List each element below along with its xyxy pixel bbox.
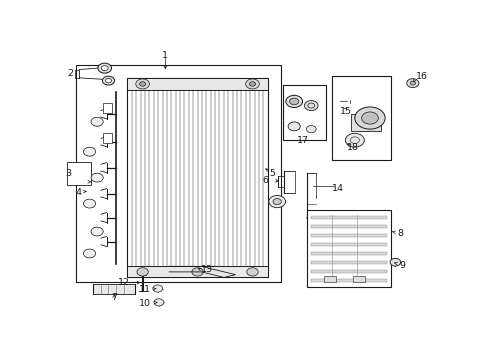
Bar bbox=[76, 66, 280, 282]
Circle shape bbox=[83, 249, 96, 258]
Circle shape bbox=[102, 76, 114, 85]
Bar bbox=[311, 270, 386, 273]
Circle shape bbox=[105, 78, 111, 83]
Bar bbox=[307, 210, 390, 287]
Text: 9: 9 bbox=[398, 261, 405, 270]
Circle shape bbox=[354, 107, 385, 129]
Bar bbox=[350, 114, 381, 131]
Text: 18: 18 bbox=[346, 143, 358, 152]
Text: 17: 17 bbox=[296, 136, 308, 145]
Circle shape bbox=[91, 227, 103, 236]
Circle shape bbox=[91, 173, 103, 182]
Circle shape bbox=[98, 63, 111, 73]
Circle shape bbox=[361, 112, 378, 124]
Circle shape bbox=[83, 147, 96, 156]
Text: 11: 11 bbox=[139, 285, 151, 294]
Circle shape bbox=[136, 79, 149, 89]
Circle shape bbox=[389, 258, 400, 266]
Bar bbox=[311, 216, 386, 219]
Circle shape bbox=[406, 79, 418, 87]
Text: 16: 16 bbox=[415, 72, 427, 81]
Circle shape bbox=[83, 199, 96, 208]
Bar bbox=[331, 76, 390, 159]
Circle shape bbox=[305, 126, 316, 133]
Bar bbox=[311, 252, 386, 255]
Text: 6: 6 bbox=[262, 176, 268, 185]
Text: 1: 1 bbox=[162, 51, 168, 60]
Text: 7: 7 bbox=[111, 293, 117, 302]
Circle shape bbox=[137, 268, 148, 276]
Text: 14: 14 bbox=[331, 184, 343, 193]
Bar bbox=[311, 234, 386, 237]
Bar bbox=[102, 103, 112, 113]
Bar bbox=[102, 133, 112, 143]
Circle shape bbox=[101, 66, 108, 71]
Text: 2: 2 bbox=[67, 69, 74, 78]
Circle shape bbox=[345, 133, 364, 147]
Circle shape bbox=[191, 268, 203, 276]
Circle shape bbox=[91, 117, 103, 126]
Bar bbox=[67, 162, 91, 185]
Text: 15: 15 bbox=[339, 107, 351, 116]
Circle shape bbox=[272, 199, 281, 204]
Bar bbox=[127, 266, 267, 278]
Circle shape bbox=[289, 98, 298, 105]
Bar bbox=[311, 279, 386, 282]
Bar bbox=[311, 243, 386, 246]
Circle shape bbox=[409, 81, 415, 85]
Text: 3: 3 bbox=[65, 169, 71, 178]
Circle shape bbox=[154, 299, 163, 306]
Circle shape bbox=[153, 285, 163, 292]
Bar bbox=[324, 276, 335, 282]
Text: 13: 13 bbox=[201, 265, 213, 274]
Bar bbox=[127, 78, 267, 278]
Text: 10: 10 bbox=[139, 299, 151, 308]
Text: 12: 12 bbox=[118, 279, 130, 288]
Text: 5: 5 bbox=[269, 169, 275, 178]
Bar bbox=[127, 78, 267, 90]
Circle shape bbox=[287, 122, 300, 131]
Circle shape bbox=[245, 79, 259, 89]
Circle shape bbox=[304, 100, 317, 111]
Text: 8: 8 bbox=[396, 229, 403, 238]
Circle shape bbox=[249, 82, 255, 86]
Circle shape bbox=[246, 268, 258, 276]
Text: 4: 4 bbox=[75, 188, 81, 197]
Bar bbox=[353, 276, 364, 282]
Circle shape bbox=[268, 195, 285, 208]
Bar bbox=[282, 85, 325, 140]
Bar bbox=[311, 225, 386, 228]
Circle shape bbox=[139, 82, 145, 86]
Circle shape bbox=[285, 95, 302, 108]
Bar bbox=[311, 261, 386, 264]
Bar bbox=[93, 284, 135, 294]
